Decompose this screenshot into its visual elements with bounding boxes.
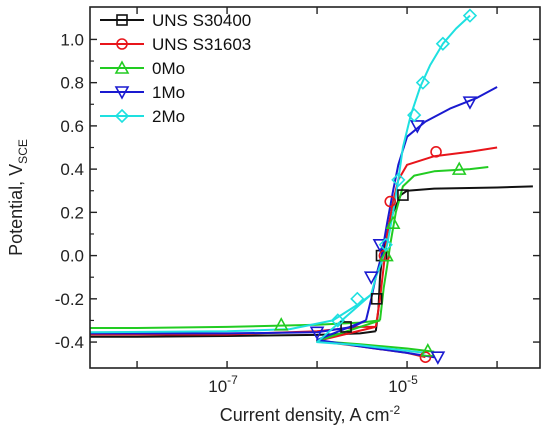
y-tick-label: 1.0 — [60, 30, 84, 49]
y-tick-label: 0.2 — [60, 203, 84, 222]
legend-1mo-marker — [114, 86, 130, 100]
series-uns-s30400-point — [370, 293, 383, 305]
legend-uns-s30400-marker — [116, 14, 128, 26]
legend-0mo-label: 0Mo — [152, 59, 185, 78]
series-uns-s30400-point — [397, 189, 409, 201]
series-2mo-point — [350, 291, 365, 306]
series-0mo-point — [273, 317, 289, 331]
series-uns-s31603-anodic-line — [374, 146, 498, 328]
legend-0mo-marker — [114, 60, 130, 74]
series-layer — [90, 14, 533, 359]
series-1mo-point — [430, 351, 446, 365]
marker-layer — [273, 8, 478, 365]
series-2mo-anodic-line — [370, 14, 471, 295]
y-tick-label: -0.2 — [55, 290, 84, 309]
legend-uns-s31603-label: UNS S31603 — [152, 35, 251, 54]
legend-2mo-label: 2Mo — [152, 107, 185, 126]
x-tick-label: 10-7 — [208, 373, 238, 396]
legend-1mo-label: 1Mo — [152, 83, 185, 102]
series-0mo-point — [379, 247, 394, 262]
series-1mo-point — [309, 326, 325, 341]
series-2mo-point — [391, 172, 406, 188]
series-uns-s31603-point — [430, 146, 442, 158]
legend-uns-s30400-label: UNS S30400 — [152, 11, 251, 30]
plot-frame — [89, 6, 541, 369]
tick-layer: -0.4 -0.2 0.0 0.2 0.4 0.6 0.8 1.0 10-7 10-5 — [55, 7, 540, 396]
y-tick-label: -0.4 — [55, 333, 84, 352]
series-2mo-point — [435, 36, 451, 51]
series-1mo-point — [363, 271, 379, 285]
series-uns-s30400-anodic-line — [374, 185, 533, 332]
legend-uns-s31603-marker — [116, 38, 128, 50]
y-axis-title: Potential, VSCE — [6, 139, 30, 256]
series-2mo-point — [415, 75, 431, 90]
legend: UNS S30400 UNS S31603 0Mo 1Mo 2Mo — [100, 11, 251, 126]
series-uns-s30400-point — [340, 321, 352, 333]
series-2mo-point — [407, 107, 422, 123]
series-1mo-point — [409, 120, 425, 134]
x-axis-title: Current density, A cm-2 — [220, 403, 401, 425]
series-2mo-point — [330, 313, 345, 328]
series-1mo-point — [462, 96, 478, 110]
series-1mo-point — [372, 238, 388, 253]
series-2mo-cathodic-return-line — [316, 293, 426, 354]
series-2mo-point — [378, 237, 393, 252]
series-0mo-point — [420, 343, 436, 357]
x-tick-label: 10-5 — [388, 373, 418, 396]
series-0mo-cathodic-return-line — [316, 319, 435, 353]
y-tick-label: 0.4 — [60, 160, 84, 179]
y-tick-label: 0.8 — [60, 74, 84, 93]
series-0mo-point — [385, 215, 401, 229]
series-1mo-cathodic-return-line — [316, 319, 435, 359]
series-2mo-point — [462, 8, 478, 23]
legend-2mo-marker — [114, 108, 130, 124]
y-tick-label: 0.6 — [60, 117, 84, 136]
series-uns-s31603-point — [384, 195, 397, 208]
series-0mo-point — [451, 161, 467, 175]
series-uns-s31603-point — [419, 351, 432, 363]
y-tick-label: 0.0 — [60, 247, 84, 266]
series-uns-s30400-cathodic-line — [90, 330, 376, 338]
